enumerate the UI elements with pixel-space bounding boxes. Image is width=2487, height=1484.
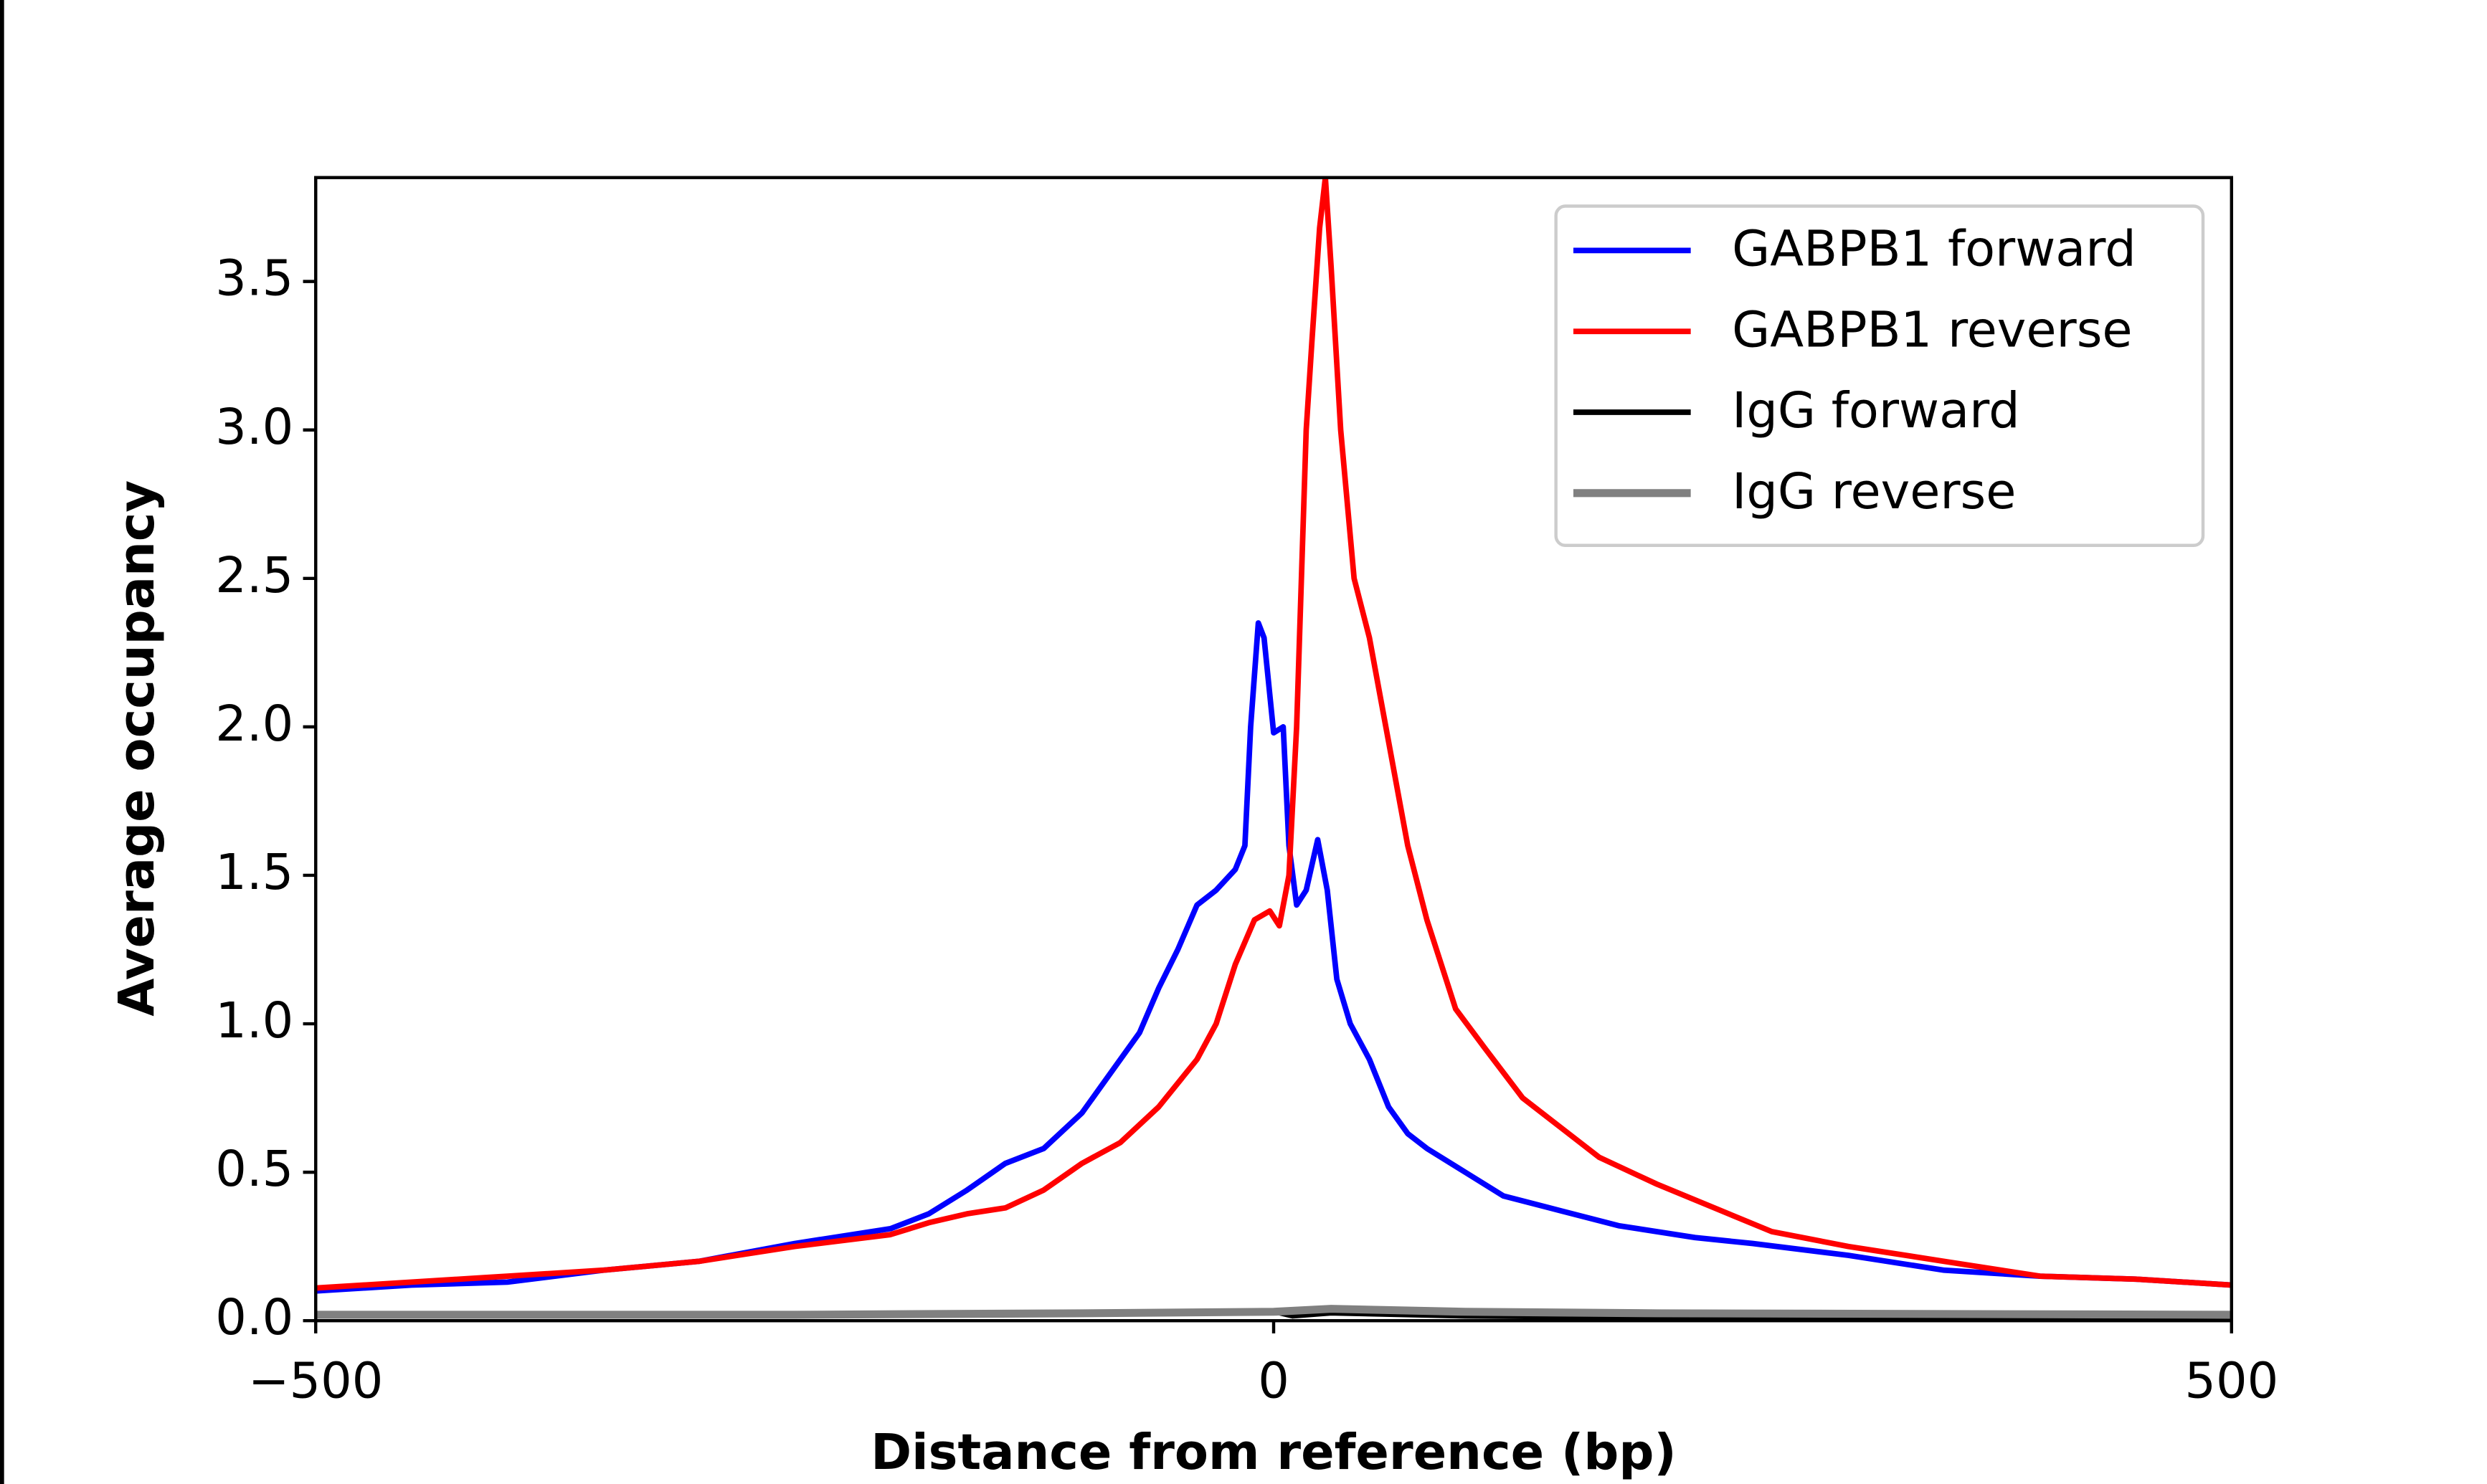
y-tick-label: 3.5 — [215, 250, 293, 308]
legend-label: GABPB1 reverse — [1732, 301, 2132, 358]
y-tick-label: 2.5 — [215, 547, 293, 604]
legend-label: GABPB1 forward — [1732, 221, 2136, 278]
y-tick-label: 2.0 — [215, 695, 293, 753]
legend-label: IgG reverse — [1732, 463, 2016, 520]
y-tick-label: 3.0 — [215, 399, 293, 456]
y-axis-label: Average occupancy — [108, 480, 166, 1017]
x-tick-label: 0 — [1258, 1353, 1289, 1410]
data-line — [316, 620, 2232, 1294]
legend-label: IgG forward — [1732, 382, 2019, 439]
plot-area — [316, 177, 2232, 1321]
legend-box — [1554, 204, 2205, 547]
data-line — [316, 1305, 2232, 1319]
y-tick-label: 1.0 — [215, 992, 293, 1050]
x-tick-label: 500 — [2184, 1353, 2278, 1410]
data-line — [316, 177, 2232, 1291]
y-tick-label: 0.5 — [215, 1141, 293, 1198]
x-tick-label: −500 — [248, 1353, 383, 1410]
y-tick-label: 0.0 — [215, 1289, 293, 1346]
y-tick-label: 1.5 — [215, 844, 293, 901]
x-axis-label: Distance from reference (bp) — [871, 1424, 1677, 1481]
